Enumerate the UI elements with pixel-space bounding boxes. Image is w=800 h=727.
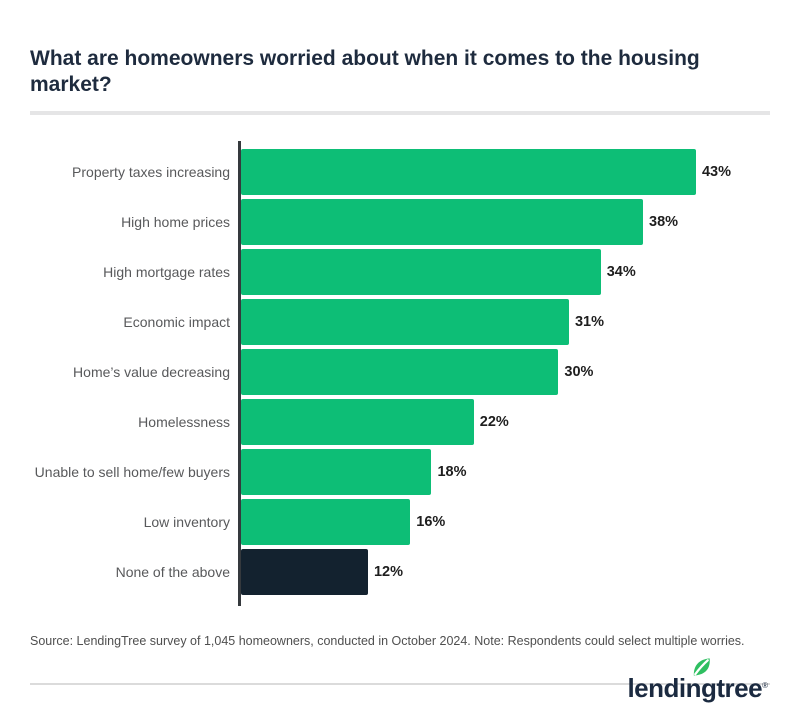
chart-row: None of the above 12%	[30, 547, 770, 597]
category-label: None of the above	[115, 563, 230, 580]
value-label: 18%	[437, 464, 467, 480]
bar-wrap: 22%	[241, 399, 770, 445]
value-label: 31%	[574, 314, 604, 330]
bar	[241, 299, 569, 345]
bar-wrap: 38%	[241, 199, 770, 245]
value-label: 43%	[701, 164, 731, 180]
bar	[241, 399, 474, 445]
value-label: 34%	[606, 264, 636, 280]
value-label: 38%	[649, 214, 679, 230]
chart-row: Unable to sell home/few buyers 18%	[30, 447, 770, 497]
bar-wrap: 12%	[241, 549, 770, 595]
category-label: Home’s value decreasing	[73, 363, 230, 380]
bar-wrap: 16%	[241, 499, 770, 545]
bar-wrap: 31%	[241, 299, 770, 345]
bar-wrap: 34%	[241, 249, 770, 295]
registered-trademark: ®	[762, 681, 768, 690]
bar	[241, 249, 601, 295]
chart-row: High home prices 38%	[30, 197, 770, 247]
value-label: 30%	[564, 364, 594, 380]
chart-row: Low inventory 16%	[30, 497, 770, 547]
page-title: What are homeowners worried about when i…	[30, 47, 700, 96]
bar	[241, 549, 368, 595]
bar-wrap: 43%	[241, 149, 770, 195]
value-label: 22%	[479, 414, 509, 430]
category-label: Unable to sell home/few buyers	[34, 463, 230, 480]
chart-row: High mortgage rates 34%	[30, 247, 770, 297]
category-label: Homelessness	[138, 413, 230, 430]
category-label: High mortgage rates	[103, 263, 230, 280]
bar	[241, 349, 559, 395]
lendingtree-logo: lendingtree®	[627, 656, 768, 711]
category-label: High home prices	[121, 213, 230, 230]
value-label: 16%	[416, 514, 446, 530]
chart-row: Property taxes increasing 43%	[30, 147, 770, 197]
logo-wordmark: lendingtree	[627, 673, 763, 703]
y-axis-line	[238, 141, 241, 606]
title-divider	[30, 111, 770, 115]
bar	[241, 199, 644, 245]
bar	[241, 149, 696, 195]
source-note: Source: LendingTree survey of 1,045 home…	[30, 634, 745, 648]
bar	[241, 449, 432, 495]
bar-wrap: 30%	[241, 349, 770, 395]
category-label: Low inventory	[143, 513, 230, 530]
chart-row: Economic impact 31%	[30, 297, 770, 347]
bar-wrap: 18%	[241, 449, 770, 495]
value-label: 12%	[373, 564, 403, 580]
bar	[241, 499, 411, 545]
chart-row: Homelessness 22%	[30, 397, 770, 447]
category-label: Economic impact	[123, 313, 230, 330]
bar-chart: Property taxes increasing 43% High home …	[30, 141, 770, 606]
category-label: Property taxes increasing	[72, 163, 230, 180]
footer-divider	[30, 683, 770, 685]
chart-rows: Property taxes increasing 43% High home …	[30, 147, 770, 597]
chart-row: Home’s value decreasing 30%	[30, 347, 770, 397]
leaf-icon	[694, 658, 711, 676]
